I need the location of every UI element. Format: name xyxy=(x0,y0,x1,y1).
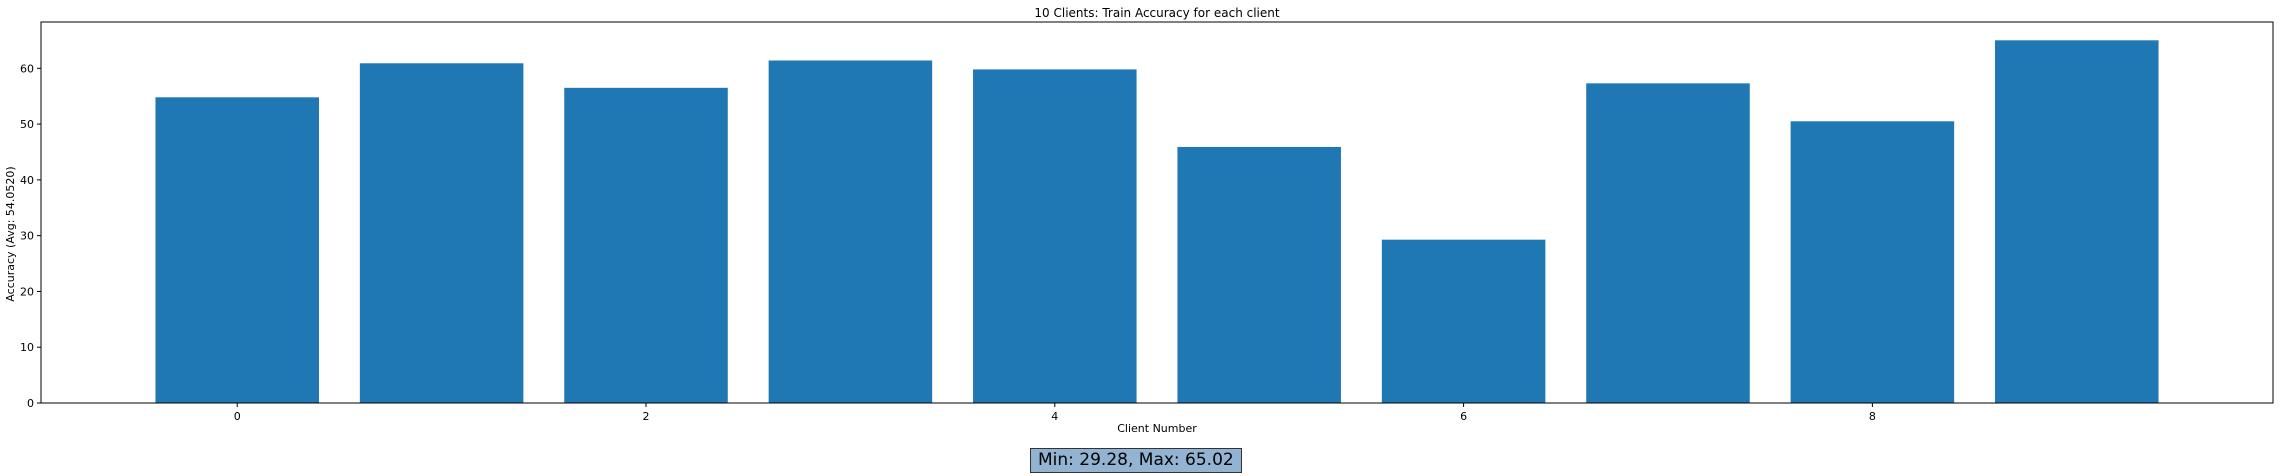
x-axis-ticks: 0 2 4 6 8 xyxy=(234,403,1876,423)
bar-client-8 xyxy=(1790,121,1955,403)
y-tick-label: 60 xyxy=(20,62,34,75)
bar-client-1 xyxy=(359,63,524,403)
bar-client-7 xyxy=(1586,83,1750,404)
y-tick-label: 50 xyxy=(20,118,34,131)
x-tick-label: 0 xyxy=(234,410,241,423)
x-axis-label: Client Number xyxy=(1117,422,1197,435)
bar-client-9 xyxy=(1995,40,2159,404)
y-tick-label: 30 xyxy=(20,230,34,243)
x-tick-label: 8 xyxy=(1869,410,1876,423)
y-tick-label: 20 xyxy=(20,285,34,298)
bar-client-0 xyxy=(155,97,319,403)
y-tick-label: 0 xyxy=(27,397,34,410)
bar-client-6 xyxy=(1381,239,1546,403)
y-axis-label: Accuracy (Avg: 54.0520) xyxy=(4,166,17,301)
y-axis-ticks: 0 10 20 30 40 50 60 xyxy=(20,62,41,410)
bar-client-2 xyxy=(564,87,728,403)
bars-group xyxy=(155,40,2159,404)
chart-title: 10 Clients: Train Accuracy for each clie… xyxy=(1034,6,1279,20)
x-tick-label: 2 xyxy=(643,410,650,423)
y-tick-label: 10 xyxy=(20,341,34,354)
bar-client-3 xyxy=(768,60,933,404)
plot-area-frame xyxy=(40,21,2274,404)
bar-client-4 xyxy=(973,69,1137,404)
min-max-annotation: Min: 29.28, Max: 65.02 xyxy=(1030,448,1242,473)
y-tick-label: 40 xyxy=(20,174,34,187)
x-tick-label: 6 xyxy=(1460,410,1467,423)
x-tick-label: 4 xyxy=(1051,410,1058,423)
bar-client-5 xyxy=(1177,146,1341,403)
